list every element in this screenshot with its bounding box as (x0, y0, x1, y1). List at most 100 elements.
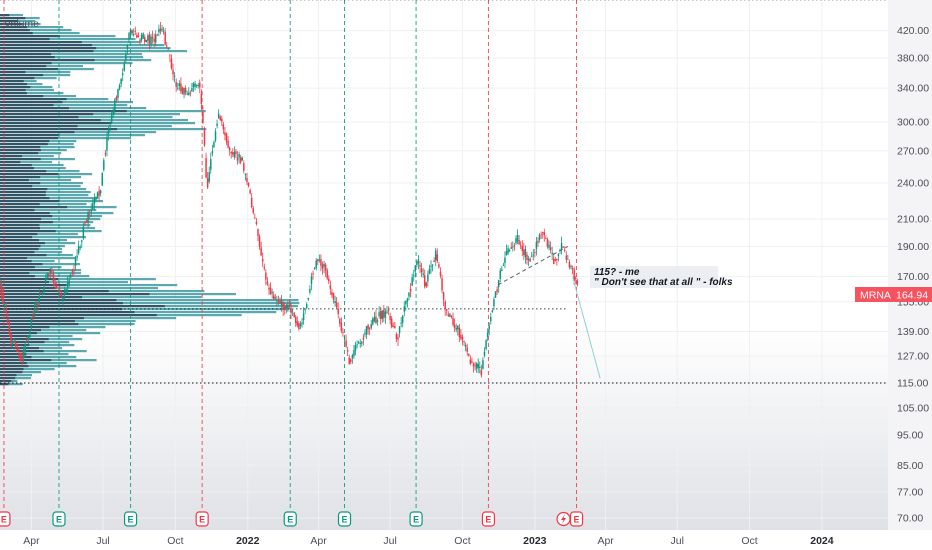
candle-body (573, 269, 575, 281)
volume-profile-bar (0, 344, 75, 347)
candle-body (95, 196, 97, 200)
volume-profile-bar (0, 14, 23, 17)
candle-body (395, 334, 398, 339)
volume-profile-bar-dark (0, 332, 37, 335)
candle-body (199, 82, 201, 88)
candle-body (7, 319, 9, 325)
volume-profile-bar-dark (0, 110, 127, 113)
candle-body (359, 342, 361, 345)
candle-body (453, 324, 456, 328)
candle-body (159, 28, 162, 32)
earnings-marker[interactable]: E (0, 511, 11, 527)
candle-body (51, 269, 53, 272)
candle-body (115, 96, 118, 101)
candle-body (11, 341, 14, 344)
candle-body (279, 300, 281, 304)
lightning-icon[interactable] (556, 511, 571, 527)
candle-body (77, 246, 80, 254)
candle-body (411, 277, 413, 286)
candle-body (490, 316, 492, 322)
candle-body (48, 273, 50, 277)
volume-profile-bar (0, 176, 82, 179)
volume-profile-bar-dark (0, 68, 58, 71)
candle-body (315, 260, 317, 269)
earnings-marker[interactable]: E (123, 511, 138, 527)
volume-profile-bar-dark (0, 287, 56, 290)
y-tick-label: 70.00 (897, 513, 923, 525)
candle-body (527, 258, 530, 260)
annotation-note-box (590, 266, 718, 288)
earnings-marker[interactable]: E (52, 511, 66, 527)
candle-body (30, 318, 33, 327)
candle-body (208, 172, 210, 182)
candle-body (477, 363, 479, 368)
candle-body (557, 253, 560, 257)
volume-profile-bar-dark (0, 32, 33, 35)
earnings-marker[interactable]: E (195, 511, 209, 527)
candle-body (195, 84, 198, 86)
earnings-marker-label: E (413, 515, 419, 525)
last-price-value: 164.94 (896, 290, 928, 302)
candle-body (68, 280, 70, 284)
candlestick-series (0, 22, 579, 378)
candle-body (16, 349, 19, 352)
earnings-marker-label: E (1, 515, 7, 525)
candle-body (32, 315, 34, 318)
volume-profile-bar (0, 131, 157, 134)
candle-body (485, 340, 487, 350)
candle-body (44, 279, 47, 283)
candle-body (106, 137, 108, 151)
earnings-marker[interactable]: E (283, 511, 297, 527)
candle-body (348, 357, 350, 365)
candle-body (505, 250, 508, 255)
candle-body (571, 268, 574, 270)
volume-profile-bar-dark (0, 365, 29, 368)
volume-profile-bar (0, 53, 142, 56)
candle-body (117, 89, 119, 98)
candle-body (140, 34, 143, 41)
candle-body (143, 37, 146, 42)
volume-profile-bar (0, 257, 76, 260)
earnings-lines (3, 0, 578, 508)
earnings-marker[interactable]: E (409, 511, 423, 527)
earnings-marker[interactable]: E (481, 511, 496, 527)
volume-profile-bar-dark (0, 185, 33, 188)
candle-body (450, 315, 453, 318)
candle-body (560, 243, 563, 249)
candle-body (461, 336, 464, 340)
volume-profile-bar-dark (0, 134, 60, 137)
candle-body (217, 113, 220, 118)
volume-profile-bar (0, 185, 81, 188)
volume-profile-bar-dark (0, 344, 30, 347)
lightning-icon-bolt (561, 514, 567, 524)
candle-body (214, 131, 217, 141)
candle-body (62, 298, 64, 300)
volume-profile-bar-dark (0, 188, 48, 191)
volume-profile-bar (0, 284, 178, 287)
candle-body (368, 327, 371, 329)
y-tick-label: 85.00 (897, 460, 923, 472)
volume-profile-bar (0, 278, 156, 281)
candle-body (139, 39, 141, 41)
candle-body (137, 35, 140, 38)
earnings-marker[interactable]: E (337, 511, 352, 527)
candle-body (114, 99, 116, 111)
candle-body (271, 292, 273, 293)
volume-profile-bar-dark (0, 152, 39, 155)
x-tick-label: Apr (597, 535, 614, 547)
price-axis[interactable]: 70.00 77.00 85.00 95.00 105.00 115.00 127.00 13… (897, 25, 929, 524)
candle-body (563, 249, 566, 252)
volume-profile-bar (0, 89, 54, 92)
volume-profile-bar-dark (0, 137, 59, 140)
candle-body (191, 88, 193, 92)
volume-profile-bar-dark (0, 50, 94, 53)
volume-profile-bar-dark (0, 338, 49, 341)
candle-body (340, 322, 343, 331)
candle-body (120, 78, 122, 85)
candle-body (389, 315, 391, 320)
earnings-marker[interactable]: E (569, 511, 584, 527)
volume-profile-bar-dark (0, 23, 23, 26)
time-axis[interactable]: Apr Jul Oct 2022 Apr Jul Oct 2023 Apr Jul Oct 2024 (23, 535, 833, 547)
candle-body (192, 83, 195, 88)
